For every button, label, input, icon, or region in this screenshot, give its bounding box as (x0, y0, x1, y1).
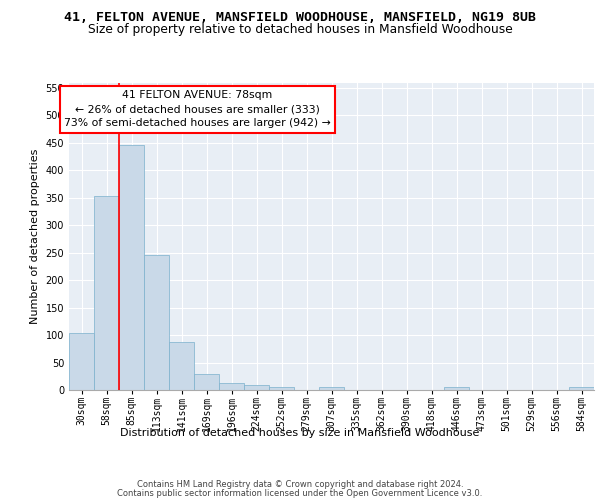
Bar (444, 388, 469, 390)
Bar (194, 374, 219, 390)
Bar (219, 383, 244, 390)
Bar (244, 385, 269, 390)
Bar (269, 388, 294, 390)
Text: Distribution of detached houses by size in Mansfield Woodhouse: Distribution of detached houses by size … (121, 428, 479, 438)
Text: Size of property relative to detached houses in Mansfield Woodhouse: Size of property relative to detached ho… (88, 22, 512, 36)
Bar (319, 388, 344, 390)
Bar (69, 334, 94, 390)
Text: 41 FELTON AVENUE: 78sqm
← 26% of detached houses are smaller (333)
73% of semi-d: 41 FELTON AVENUE: 78sqm ← 26% of detache… (64, 90, 331, 128)
Y-axis label: Number of detached properties: Number of detached properties (30, 148, 40, 324)
Bar (169, 342, 194, 390)
Bar (144, 256, 169, 390)
Text: Contains HM Land Registry data © Crown copyright and database right 2024.: Contains HM Land Registry data © Crown c… (137, 480, 463, 489)
Text: 41, FELTON AVENUE, MANSFIELD WOODHOUSE, MANSFIELD, NG19 8UB: 41, FELTON AVENUE, MANSFIELD WOODHOUSE, … (64, 11, 536, 24)
Bar (569, 388, 594, 390)
Bar (94, 196, 119, 390)
Text: Contains public sector information licensed under the Open Government Licence v3: Contains public sector information licen… (118, 488, 482, 498)
Bar (119, 144, 144, 390)
